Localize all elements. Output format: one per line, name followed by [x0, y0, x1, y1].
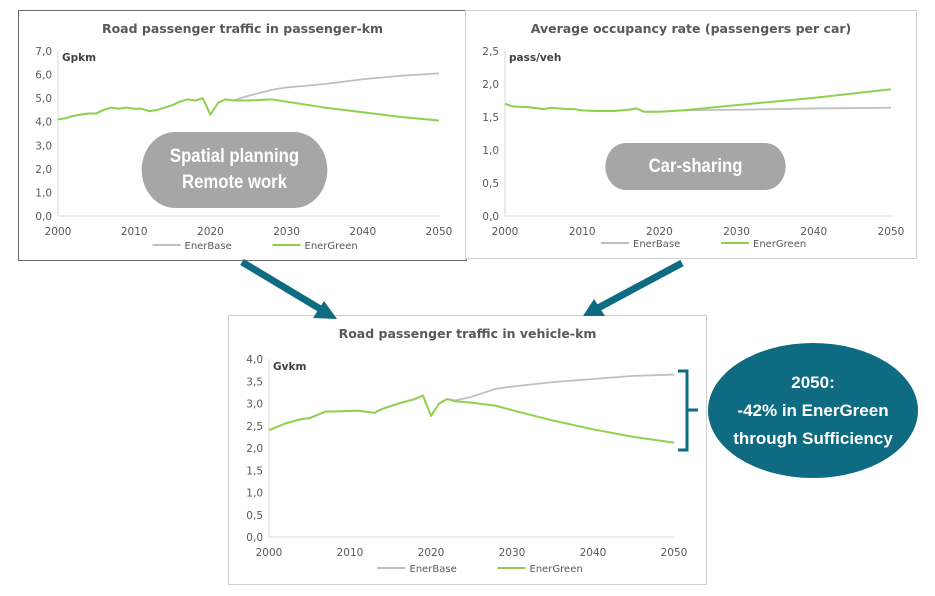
- x-tick-label: 2000: [256, 547, 283, 559]
- x-tick-label: 2030: [273, 226, 300, 238]
- legend-label: EnerGreen: [753, 239, 806, 250]
- series-line-energreen: [268, 394, 675, 444]
- y-tick-label: 2,5: [482, 46, 499, 58]
- y-tick-label: 0,5: [482, 178, 499, 190]
- y-tick-label: 0,5: [246, 510, 263, 522]
- y-tick-label: 2,0: [482, 79, 499, 91]
- x-tick-label: 2000: [492, 226, 519, 238]
- annotation-line: Spatial planning: [169, 146, 300, 167]
- y-tick-label: 0,0: [482, 211, 499, 223]
- bracket-icon: [678, 369, 698, 452]
- legend-label: EnerGreen: [305, 241, 358, 252]
- y-unit-label: pass/veh: [509, 52, 561, 64]
- y-tick-label: 1,5: [482, 112, 499, 124]
- legend-label: EnerBase: [185, 241, 232, 252]
- chart-title: Road passenger traffic in vehicle-km: [339, 326, 597, 341]
- annotation-car-sharing: Car-sharing: [605, 143, 786, 190]
- legend-label: EnerBase: [410, 564, 457, 575]
- y-tick-label: 1,5: [246, 465, 263, 477]
- y-tick-label: 2,0: [246, 443, 263, 455]
- x-tick-label: 2010: [121, 226, 148, 238]
- x-tick-label: 2010: [337, 547, 364, 559]
- y-tick-label: 2,5: [246, 421, 263, 433]
- y-tick-label: 3,5: [246, 376, 263, 388]
- chart-vehicle-km: Road passenger traffic in vehicle-km Gvkm…: [228, 315, 707, 585]
- series-line-energreen: [57, 97, 440, 122]
- arrow-left-icon: [240, 258, 337, 319]
- x-tick-label: 2030: [499, 547, 526, 559]
- x-tick-label: 2020: [197, 226, 224, 238]
- x-tick-label: 2040: [580, 547, 607, 559]
- y-tick-label: 3,0: [246, 399, 263, 411]
- chart-svg: Road passenger traffic in vehicle-km Gvkm…: [246, 326, 688, 575]
- y-tick-label: 1,0: [482, 145, 499, 157]
- x-tick-label: 2050: [661, 547, 688, 559]
- x-tick-label: 2040: [800, 226, 827, 238]
- chart-svg: Road passenger traffic in passenger-km Gp…: [35, 21, 453, 252]
- y-unit-label: Gvkm: [273, 361, 306, 373]
- y-tick-label: 0,0: [35, 211, 52, 223]
- callout-line: 2050:: [791, 372, 835, 392]
- y-tick-label: 1,0: [35, 187, 52, 199]
- callout-line: -42% in EnerGreen: [737, 400, 889, 420]
- callout-line: through Sufficiency: [733, 428, 893, 448]
- annotation-line: Remote work: [182, 172, 287, 193]
- series-line-energreen: [504, 88, 892, 113]
- y-tick-label: 3,0: [35, 140, 52, 152]
- x-tick-label: 2050: [878, 226, 905, 238]
- chart-title: Average occupancy rate (passengers per c…: [531, 21, 852, 36]
- annotation-spatial-planning: Spatial planning Remote work: [141, 132, 328, 208]
- x-tick-label: 2050: [426, 226, 453, 238]
- y-tick-label: 6,0: [35, 70, 52, 82]
- annotation-line: Car-sharing: [648, 155, 743, 177]
- y-tick-label: 4,0: [246, 354, 263, 366]
- y-tick-label: 4,0: [35, 117, 52, 129]
- chart-title: Road passenger traffic in passenger-km: [102, 21, 383, 36]
- y-tick-label: 1,0: [246, 488, 263, 500]
- x-tick-label: 2040: [349, 226, 376, 238]
- y-tick-label: 5,0: [35, 93, 52, 105]
- callout-2050-reduction: 2050: -42% in EnerGreen through Sufficie…: [708, 343, 918, 478]
- chart-occupancy-rate: Average occupancy rate (passengers per c…: [465, 10, 917, 259]
- y-tick-label: 0,0: [246, 532, 263, 544]
- x-tick-label: 2000: [45, 226, 72, 238]
- y-unit-label: Gpkm: [62, 52, 96, 64]
- x-tick-label: 2030: [723, 226, 750, 238]
- y-tick-label: 2,0: [35, 164, 52, 176]
- legend-label: EnerGreen: [530, 564, 583, 575]
- legend-label: EnerBase: [633, 239, 680, 250]
- x-tick-label: 2020: [646, 226, 673, 238]
- x-tick-label: 2010: [569, 226, 596, 238]
- x-tick-label: 2020: [418, 547, 445, 559]
- arrow-right-icon: [583, 259, 684, 316]
- y-tick-label: 7,0: [35, 46, 52, 58]
- chart-passenger-km: Road passenger traffic in passenger-km Gp…: [18, 10, 467, 261]
- chart-svg: Average occupancy rate (passengers per c…: [482, 21, 905, 250]
